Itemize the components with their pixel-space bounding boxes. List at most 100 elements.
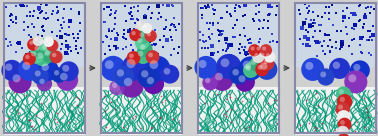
Circle shape: [138, 22, 141, 26]
Point: [13, 16, 19, 18]
Point: [76, 13, 82, 16]
Circle shape: [251, 46, 255, 51]
Circle shape: [194, 56, 218, 79]
Circle shape: [101, 56, 125, 81]
Circle shape: [105, 60, 114, 69]
Point: [232, 10, 238, 12]
Point: [249, 18, 256, 20]
Bar: [295, 87, 376, 135]
Point: [362, 13, 368, 15]
Circle shape: [336, 86, 351, 102]
Point: [146, 51, 152, 53]
Circle shape: [248, 44, 260, 56]
Point: [314, 127, 320, 129]
Point: [314, 54, 320, 57]
Point: [45, 17, 51, 19]
Point: [68, 50, 74, 52]
Point: [31, 39, 37, 41]
Point: [158, 116, 164, 118]
Point: [297, 37, 303, 40]
Point: [325, 18, 332, 20]
Circle shape: [146, 50, 160, 64]
Circle shape: [27, 38, 39, 51]
Point: [136, 48, 143, 51]
Point: [230, 27, 236, 29]
Point: [320, 50, 326, 53]
Point: [211, 7, 217, 10]
Point: [333, 41, 339, 43]
Point: [170, 118, 176, 120]
Circle shape: [129, 29, 141, 41]
Point: [13, 22, 19, 24]
Point: [48, 13, 54, 15]
Bar: [198, 87, 279, 135]
Point: [306, 5, 312, 7]
Point: [242, 46, 248, 48]
Point: [103, 126, 109, 128]
Point: [142, 35, 148, 38]
Circle shape: [340, 120, 345, 125]
Point: [363, 107, 369, 109]
Point: [360, 36, 366, 39]
Point: [304, 18, 310, 20]
Point: [158, 16, 164, 18]
Point: [261, 52, 267, 54]
Circle shape: [239, 56, 263, 81]
Point: [364, 30, 370, 32]
Point: [171, 48, 177, 50]
Point: [308, 19, 314, 21]
Point: [157, 39, 163, 41]
Circle shape: [42, 45, 47, 50]
Point: [209, 24, 215, 26]
Point: [239, 100, 245, 102]
Point: [360, 27, 366, 29]
Point: [8, 44, 14, 46]
Point: [148, 17, 154, 19]
Point: [128, 18, 134, 20]
Point: [73, 40, 79, 42]
Point: [146, 27, 152, 29]
Circle shape: [147, 32, 151, 36]
Point: [232, 7, 238, 9]
Point: [173, 29, 179, 31]
Point: [237, 43, 243, 45]
Point: [242, 127, 248, 129]
Point: [206, 35, 212, 38]
Circle shape: [348, 74, 356, 82]
Circle shape: [135, 35, 149, 50]
Point: [115, 47, 121, 49]
Point: [352, 130, 358, 132]
Point: [138, 127, 144, 129]
Point: [329, 46, 335, 48]
Point: [14, 42, 20, 44]
Point: [226, 96, 232, 98]
Point: [55, 11, 61, 14]
Point: [176, 23, 182, 25]
Circle shape: [337, 110, 350, 124]
Point: [62, 8, 68, 10]
Circle shape: [117, 69, 124, 77]
Point: [120, 36, 126, 38]
Circle shape: [301, 58, 324, 81]
Point: [265, 14, 271, 16]
Point: [6, 117, 12, 119]
Point: [240, 15, 246, 17]
Point: [108, 101, 114, 103]
Point: [142, 46, 148, 48]
Point: [340, 10, 346, 12]
Point: [135, 5, 141, 7]
Point: [121, 29, 127, 31]
Point: [340, 20, 346, 22]
Point: [153, 43, 160, 45]
Circle shape: [344, 70, 367, 93]
Point: [66, 121, 72, 123]
Point: [339, 43, 345, 45]
Point: [129, 11, 135, 13]
Point: [335, 118, 341, 120]
Point: [113, 45, 119, 47]
Point: [50, 10, 56, 12]
Circle shape: [353, 64, 360, 71]
Point: [341, 16, 347, 18]
Point: [38, 11, 44, 13]
Point: [349, 27, 355, 29]
